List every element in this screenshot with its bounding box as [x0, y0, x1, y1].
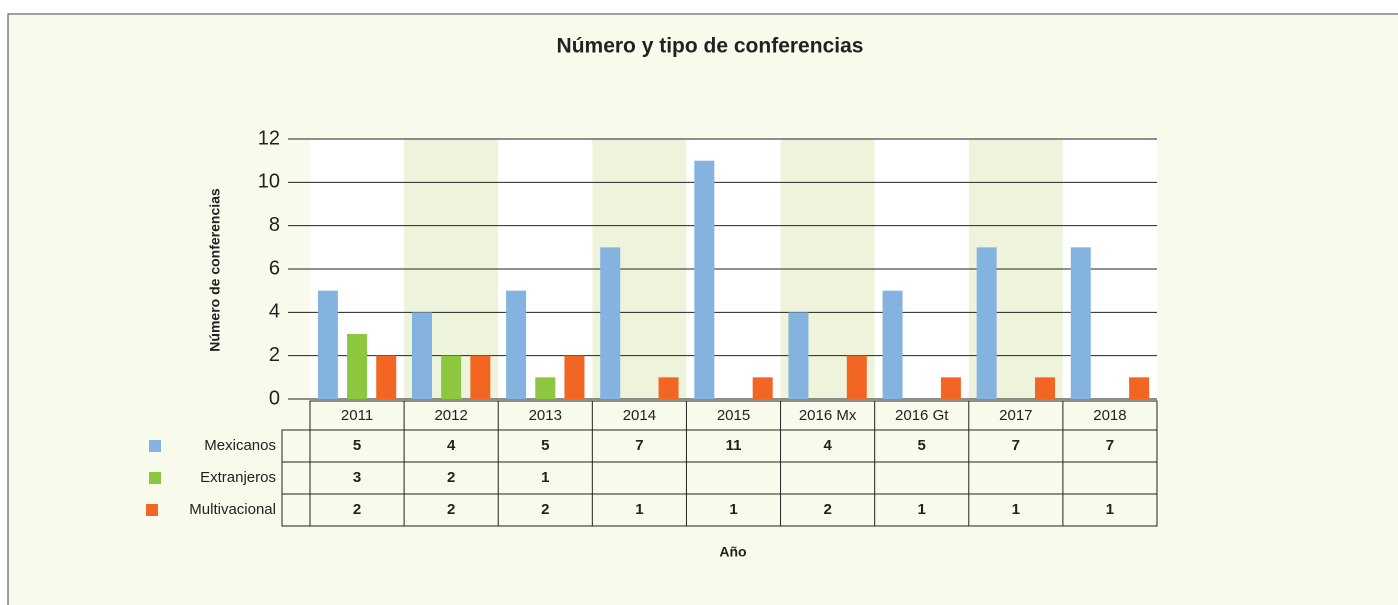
legend-swatch [149, 440, 161, 452]
x-tick-label: 2016 Mx [799, 407, 857, 424]
bar [1035, 377, 1056, 399]
bar [411, 312, 432, 399]
table-value: 1 [729, 501, 737, 518]
bar [317, 290, 338, 399]
x-tick-label: 2012 [434, 407, 467, 424]
bar [347, 334, 368, 399]
x-tick-label: 2014 [623, 407, 656, 424]
x-tick-label: 2013 [529, 407, 562, 424]
table-value: 11 [726, 437, 742, 454]
bar [564, 355, 585, 399]
table-value: 5 [541, 437, 549, 454]
y-tick-label: 4 [269, 301, 280, 323]
y-tick-label: 12 [258, 127, 280, 149]
bar [882, 290, 903, 399]
table-value: 7 [635, 437, 643, 454]
table-value: 7 [1012, 437, 1020, 454]
table-value: 1 [1012, 501, 1020, 518]
bar [1070, 247, 1091, 399]
x-tick-label: 2018 [1093, 407, 1126, 424]
bar [470, 355, 491, 399]
table-value: 2 [353, 501, 361, 518]
table-value: 1 [918, 501, 926, 518]
x-tick-label: 2016 Gt [895, 407, 949, 424]
table-value: 5 [353, 437, 361, 454]
chart-title: Número y tipo de conferencias [557, 35, 864, 58]
table-value: 7 [1106, 437, 1114, 454]
table-value: 1 [1106, 501, 1114, 518]
legend-label: Extranjeros [200, 469, 276, 486]
y-tick-label: 10 [258, 171, 280, 193]
table-value: 3 [353, 469, 361, 486]
bar [976, 247, 997, 399]
y-tick-label: 0 [269, 387, 280, 409]
table-value: 2 [823, 501, 831, 518]
bar [846, 355, 867, 399]
table-value: 1 [635, 501, 643, 518]
bar [535, 377, 556, 399]
bar [694, 160, 715, 399]
bar [940, 377, 961, 399]
y-tick-label: 2 [269, 344, 280, 366]
legend-label: Multivacional [189, 501, 276, 518]
bar [506, 290, 527, 399]
table-value: 5 [918, 437, 926, 454]
legend-swatch [146, 504, 158, 516]
x-tick-label: 2011 [341, 407, 373, 424]
x-axis-title: Año [719, 544, 746, 560]
table-value: 4 [823, 437, 832, 454]
bar [376, 355, 397, 399]
table-value: 1 [541, 469, 549, 486]
bar [658, 377, 679, 399]
bar [752, 377, 773, 399]
legend-swatch [149, 472, 161, 484]
x-tick-label: 2017 [999, 407, 1032, 424]
legend-label: Mexicanos [204, 437, 276, 454]
x-tick-label: 2015 [717, 407, 750, 424]
bar [788, 312, 809, 399]
y-tick-label: 6 [269, 257, 280, 279]
bar [441, 355, 462, 399]
table-value: 2 [447, 469, 455, 486]
y-axis-title: Número de conferencias [207, 188, 223, 352]
table-value: 4 [447, 437, 456, 454]
bar [600, 247, 621, 399]
table-body [281, 429, 1158, 527]
y-tick-label: 8 [269, 214, 280, 236]
bar [1129, 377, 1150, 399]
table-value: 2 [541, 501, 549, 518]
table-value: 2 [447, 501, 455, 518]
